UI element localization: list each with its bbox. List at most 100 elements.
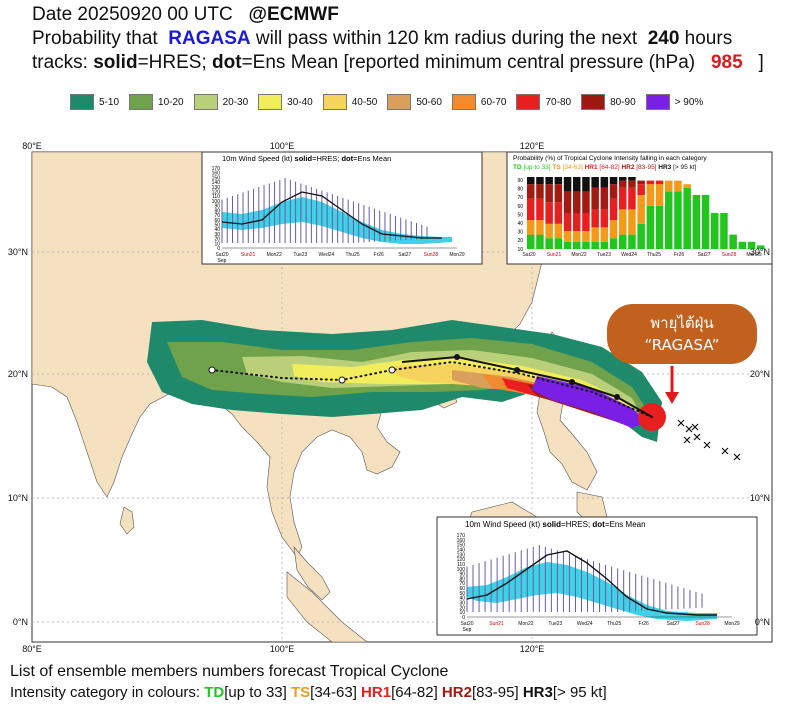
prob-bar [757,245,765,249]
prob-bar [646,180,655,185]
legend-label: 80-90 [610,96,636,108]
header-line-1: Date 20250920 00 UTC @ECMWF [32,4,339,26]
prob-bar [619,209,627,235]
prob-bar [655,180,664,185]
wind-xtick: Sun21 [489,621,504,627]
prob-mid: will pass within 120 km radius during th… [255,28,638,49]
inset-wind-bottom: 10m Wind Speed (kt) solid=HRES; dot=Ens … [436,516,758,636]
prob-bar [609,177,618,185]
ecmwf-handle: @ECMWF [248,4,339,25]
prob-bar [527,198,535,221]
wind-ytick: 20 [459,605,465,611]
wind-xtick: Tue23 [548,621,562,627]
prob-bar [683,187,691,249]
wind-ytick: 130 [457,552,466,558]
swath-30-40 [292,358,642,422]
footer-cat-range: [83-95] [471,684,519,701]
lat-label-right: 20°N [750,369,770,379]
wind-xtick: Fr26 [374,252,385,258]
inset-wind-bottom-title: 10m Wind Speed (kt) solid=HRES; dot=Ens … [465,520,646,529]
footer-cat-range: [64-82] [391,684,438,701]
prob-ytick: 90 [517,178,523,184]
wind-ytick: 0 [462,615,465,621]
inset-prob-cats: TD [up to 33] TS [34-63] HR1 [64-82] HR2… [513,164,697,171]
inset-prob-title: Probability (%) of Tropical Cyclone Inte… [513,155,707,162]
wind-ytick: 70 [459,581,465,587]
prob-bar [600,209,609,228]
prob-bar [554,223,563,239]
prob-bar [563,241,572,249]
prob-bar [545,202,553,224]
prob-bar [628,177,636,181]
footer-cat-range: [34-63] [310,684,357,701]
prob-xtick: Sun21 [547,252,562,258]
ens-mean-track [211,360,653,418]
footer-cat-name: TD [204,684,225,701]
legend-item: > 90% [645,94,704,110]
prob-bar [674,191,682,249]
prob-bar [646,184,655,206]
inset-prob: Probability (%) of Tropical Cyclone Inte… [506,151,773,265]
wind-xtick: Sun28 [424,252,439,258]
prob-bar [573,213,581,231]
prob-bar [720,213,728,249]
wind-ytick: 100 [457,567,466,573]
prob-xtick: Sun28 [722,252,737,258]
prob-bar [591,177,599,188]
prob-xtick: Sat27 [697,252,710,258]
prob-ytick: 70 [517,195,523,201]
prob-bar [554,177,563,185]
inset-prob-bars [527,177,765,249]
prob-bar [573,191,581,213]
legend-label: > 90% [674,96,704,108]
prob-cat-range: [83-95] [636,164,658,171]
legend-swatch [258,94,283,110]
prob-bar [582,241,590,249]
inset-wind-top-title: 10m Wind Speed (kt) solid=HRES; dot=Ens … [222,154,391,163]
inset-wind-top-hres-line [221,191,442,239]
wind-ytick: 150 [457,543,466,549]
wind-ytick: 20 [214,237,220,243]
wind-ytick: 90 [459,572,465,578]
legend-swatch [451,94,476,110]
lat-label-right: 30°N [750,247,770,257]
prob-bar [527,177,535,185]
prob-bar [582,231,590,242]
prob-ytick: 60 [517,204,523,210]
observed-positions [677,419,741,461]
prob-bar [628,209,636,235]
lon-label-bottom: 100°E [270,644,295,654]
footer-cat-name: HR1 [356,684,392,701]
prob-bar [536,184,544,199]
legend-item: 40-50 [322,94,377,110]
wind-ytick: 100 [212,199,221,205]
prob-bar [591,187,599,210]
wind-xtick: Sat27 [667,621,680,627]
prob-bar [554,184,563,203]
solid-def: =HRES; [137,52,207,73]
inset-wind-top: 10m Wind Speed (kt) solid=HRES; dot=Ens … [201,151,483,265]
wind-xtick: Mon22 [518,621,534,627]
prob-bar [600,177,609,188]
prob-bar [655,205,664,249]
prob-bar [545,177,553,185]
wind-ytick: 170 [212,166,221,172]
prob-bar [609,238,618,249]
wind-ytick: 150 [212,175,221,181]
lon-label-top: 80°E [22,141,42,151]
prob-bar [729,234,737,249]
wind-ytick: 10 [214,241,220,247]
prob-bar [600,227,609,242]
prob-bar [536,177,544,185]
wind-ytick: 60 [459,586,465,592]
prob-cat-name: HR1 [585,164,600,171]
prob-bar [619,180,627,188]
prob-bar [674,180,682,192]
prob-bar [527,220,535,235]
prob-bar [563,231,572,242]
wind-xtick: Mon29 [724,621,740,627]
legend-swatch [387,94,412,110]
wind-ytick: 80 [459,576,465,582]
prob-bar [619,187,627,210]
legend-swatch [516,94,541,110]
